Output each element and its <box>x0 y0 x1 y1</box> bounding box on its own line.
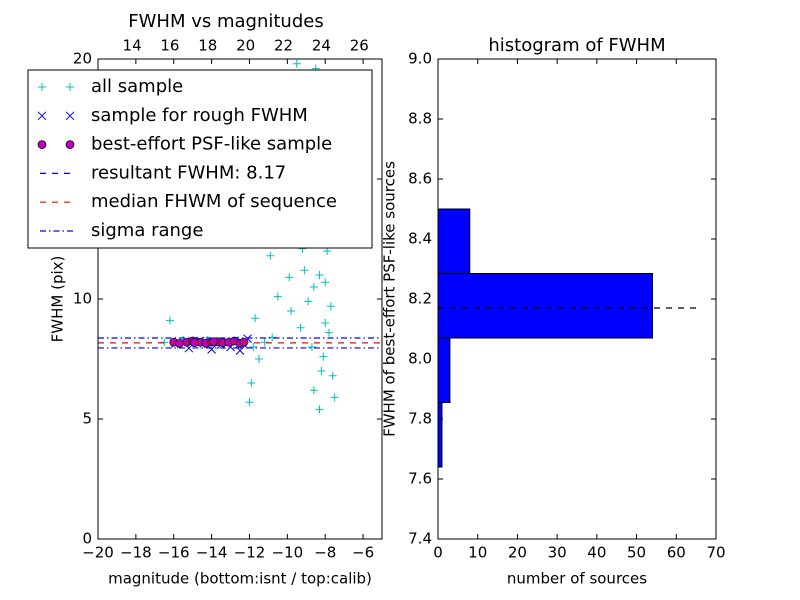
x2-tick-label: 18 <box>198 37 217 55</box>
point <box>273 292 282 301</box>
point <box>37 140 47 149</box>
point <box>247 379 256 387</box>
y-tick-label: 5 <box>82 410 92 428</box>
y-axis-label: FWHM (pix) <box>49 256 67 343</box>
y-tick-label: 7.4 <box>408 530 432 548</box>
point <box>38 83 46 91</box>
legend-label: sample for rough FWHM <box>91 105 308 126</box>
x2-tick-label: 24 <box>312 37 331 55</box>
point <box>287 307 296 315</box>
y-tick-label: 8.2 <box>408 290 432 308</box>
point <box>66 83 74 91</box>
x-tick-label: −8 <box>314 544 336 562</box>
bar <box>437 337 451 403</box>
x-tick-label: −10 <box>272 544 304 562</box>
y-tick-label: 7.6 <box>408 470 432 488</box>
point <box>309 283 318 291</box>
legend-label: sigma range <box>91 220 203 241</box>
x-tick-label: 40 <box>587 544 606 562</box>
point <box>160 338 169 347</box>
y-tick-label: 8.0 <box>408 350 432 368</box>
point <box>296 323 305 332</box>
x-tick-label: −14 <box>196 544 228 562</box>
y-tick-label: 9.0 <box>408 50 432 68</box>
x2-tick-label: 20 <box>236 37 255 55</box>
point <box>209 337 218 347</box>
x-tick-label: 10 <box>468 544 487 562</box>
point <box>315 271 324 279</box>
point <box>245 398 254 407</box>
legend: all sample sample for rough FWHM best-effo… <box>27 69 373 249</box>
point <box>307 343 316 351</box>
x-tick-label: −12 <box>234 544 266 562</box>
legend-label: all sample <box>91 76 183 97</box>
x-tick-label: 50 <box>627 544 646 562</box>
y-tick-label: 7.8 <box>408 410 432 428</box>
x-tick-label: −20 <box>82 544 114 562</box>
y-tick-label: 8.6 <box>408 170 432 188</box>
x2-tick-label: 22 <box>274 37 293 55</box>
y-tick-label: 8.8 <box>408 110 432 128</box>
point <box>330 393 339 402</box>
legend-box <box>27 69 373 249</box>
point <box>292 59 301 68</box>
point <box>249 343 258 351</box>
x-axis-label: number of sources <box>507 570 647 588</box>
y-tick-label: 20 <box>73 50 92 68</box>
bar <box>437 402 443 468</box>
chart-title: FWHM vs magnitudes <box>128 11 323 32</box>
point <box>304 297 313 306</box>
point <box>321 278 330 287</box>
point <box>65 111 75 121</box>
y-tick-label: 8.4 <box>408 230 432 248</box>
axes-frame <box>437 58 717 540</box>
x-tick-label: 60 <box>667 544 686 562</box>
point <box>239 337 249 347</box>
bar <box>437 208 471 274</box>
point <box>65 140 75 149</box>
y-tick-label: 10 <box>73 290 92 308</box>
legend-label: median FHWM of sequence <box>91 191 337 212</box>
point <box>260 338 269 347</box>
bar <box>437 273 653 339</box>
x-tick-label: −16 <box>158 544 190 562</box>
point <box>37 111 47 121</box>
legend-label: resultant FWHM: 8.17 <box>91 162 286 183</box>
point <box>207 345 216 354</box>
x2-tick-label: 16 <box>160 37 179 55</box>
point <box>317 367 326 375</box>
y-axis-label: FWHM of best-effort PSF-like sources <box>381 161 399 437</box>
point <box>300 266 309 275</box>
point <box>254 355 263 363</box>
point <box>251 314 260 323</box>
x-tick-label: −18 <box>120 544 152 562</box>
legend-label: best-effort PSF-like sample <box>91 134 332 155</box>
x-tick-label: −6 <box>352 544 374 562</box>
point <box>266 251 275 260</box>
chart-title: histogram of FWHM <box>488 35 665 56</box>
point <box>285 273 294 282</box>
x-tick-label: 70 <box>706 544 725 562</box>
x-tick-label: 20 <box>508 544 527 562</box>
axes-frame <box>97 58 383 540</box>
x-tick-label: 30 <box>548 544 567 562</box>
point <box>328 371 337 380</box>
x2-tick-label: 14 <box>123 37 142 55</box>
x2-tick-label: 26 <box>350 37 369 55</box>
point <box>309 386 318 395</box>
point <box>319 352 328 361</box>
x-tick-label: 0 <box>433 544 443 562</box>
x-axis-label: magnitude (bottom:isnt / top:calib) <box>108 570 372 588</box>
point <box>321 319 330 327</box>
point <box>324 328 333 337</box>
point <box>326 302 335 311</box>
y-tick-label: 0 <box>82 530 92 548</box>
point <box>315 405 324 414</box>
point <box>165 316 174 325</box>
